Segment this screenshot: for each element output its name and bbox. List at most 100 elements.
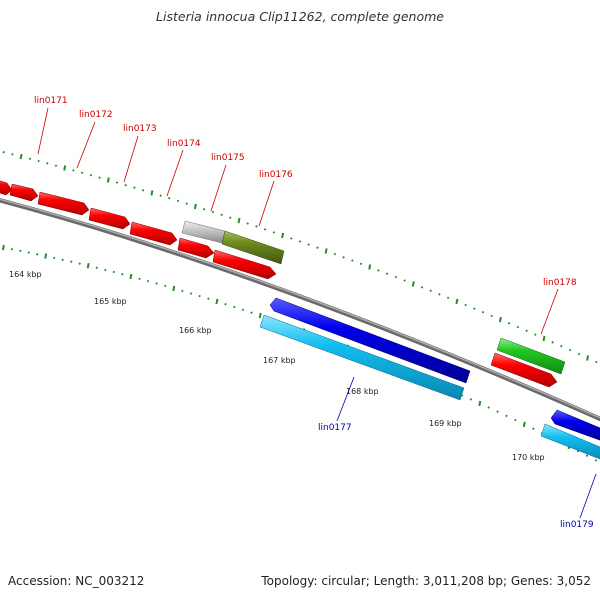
gene-label[interactable]: lin0172	[79, 110, 113, 120]
ruler-labels: 164 kbp 165 kbp 166 kbp 167 kbp 168 kbp …	[9, 270, 545, 462]
minor-tick	[202, 207, 206, 211]
minor-tick	[61, 258, 64, 262]
gene-arrow[interactable]	[0, 179, 13, 196]
gene-lin0178-green[interactable]	[496, 337, 566, 375]
minor-tick	[246, 222, 249, 225]
minor-tick	[72, 169, 75, 172]
gene-lin0175-pseudo[interactable]	[181, 220, 226, 244]
gene-lin0177[interactable]	[269, 297, 471, 384]
minor-tick	[263, 228, 267, 231]
minor-tick	[10, 247, 14, 251]
minor-tick	[95, 266, 98, 270]
reverse-gene-track	[259, 297, 600, 461]
minor-tick	[138, 277, 141, 281]
minor-tick	[560, 344, 563, 348]
minor-tick	[115, 181, 119, 184]
minor-tick	[385, 272, 389, 275]
major-tick	[542, 335, 546, 342]
minor-tick	[146, 279, 150, 283]
gene-label[interactable]: lin0179	[560, 520, 594, 530]
minor-tick	[290, 237, 293, 240]
gene-label[interactable]: lin0177	[318, 423, 352, 433]
minor-tick	[168, 196, 171, 200]
major-tick	[478, 400, 482, 407]
gene-lin0178[interactable]	[490, 352, 558, 388]
minor-tick	[469, 398, 473, 401]
forward-gene-labels: lin0171 lin0172 lin0173 lin0174 lin0175 …	[34, 96, 577, 288]
minor-tick	[112, 270, 116, 274]
gene-lin0175[interactable]	[177, 237, 215, 259]
leader-lin0172	[76, 121, 96, 169]
ruler-label-165: 165 kbp	[94, 297, 127, 306]
gene-lin0172[interactable]	[37, 191, 90, 216]
minor-tick	[27, 251, 31, 254]
major-tick	[129, 273, 133, 280]
minor-tick	[532, 427, 535, 430]
minor-tick	[460, 394, 464, 397]
gene-label[interactable]: lin0175	[211, 153, 245, 163]
minor-tick	[19, 249, 22, 253]
major-tick	[522, 421, 526, 428]
minor-tick	[534, 333, 537, 336]
minor-tick	[220, 213, 223, 217]
forward-gene-track	[0, 179, 566, 388]
gene-label[interactable]: lin0173	[123, 124, 157, 134]
major-tick	[63, 165, 67, 171]
major-tick	[586, 355, 590, 361]
minor-tick	[155, 282, 158, 285]
minor-tick	[394, 275, 398, 279]
major-tick	[324, 248, 328, 254]
gene-lin0173[interactable]	[88, 207, 131, 230]
major-tick	[106, 177, 110, 183]
minor-tick	[316, 246, 319, 249]
minor-tick	[124, 183, 127, 187]
minor-tick	[69, 260, 73, 263]
gene-lin0177-cds[interactable]	[259, 314, 465, 401]
minor-tick	[189, 292, 193, 295]
minor-tick	[176, 199, 180, 203]
gene-lin0171[interactable]	[9, 183, 39, 202]
gene-lin0176-red[interactable]	[212, 249, 277, 280]
minor-tick	[98, 176, 101, 179]
gene-label[interactable]: lin0174	[167, 139, 201, 149]
minor-tick	[487, 406, 490, 409]
reverse-gene-labels: lin0177 lin0179	[318, 423, 594, 530]
leader-lin0174	[166, 149, 184, 197]
accession-text: Accession: NC_003212	[8, 574, 145, 588]
label-leaders	[37, 107, 597, 519]
minor-tick	[141, 189, 145, 192]
minor-tick	[473, 307, 476, 310]
leader-lin0173	[123, 135, 139, 183]
minor-tick	[232, 305, 236, 309]
minor-tick	[377, 269, 380, 272]
minor-tick	[496, 410, 499, 413]
major-tick	[150, 190, 154, 196]
minor-tick	[121, 272, 124, 276]
gene-lin0176[interactable]	[221, 230, 285, 265]
major-tick	[19, 153, 23, 160]
gene-label[interactable]: lin0171	[34, 96, 68, 106]
gene-lin0179-cds[interactable]	[540, 423, 600, 461]
gene-lin0174[interactable]	[129, 221, 178, 246]
minor-tick	[464, 303, 467, 307]
gene-label[interactable]: lin0178	[543, 278, 577, 288]
minor-tick	[224, 302, 227, 306]
gene-label[interactable]: lin0176	[259, 170, 293, 180]
minor-tick	[333, 252, 337, 256]
genome-backbone	[0, 198, 600, 422]
outer-tick-ruler	[2, 150, 598, 364]
topology-text: Topology: circular; Length: 3,011,208 bp…	[261, 574, 591, 588]
ruler-label-166: 166 kbp	[179, 326, 212, 335]
minor-tick	[35, 253, 39, 256]
minor-tick	[403, 279, 406, 282]
major-tick	[498, 316, 502, 323]
minor-tick	[198, 294, 201, 298]
major-tick	[258, 312, 262, 319]
minor-tick	[37, 159, 40, 163]
minor-tick	[78, 262, 81, 265]
minor-tick	[52, 256, 56, 260]
minor-tick	[272, 231, 276, 234]
major-tick	[455, 298, 459, 305]
gene-lin0179[interactable]	[550, 409, 600, 442]
